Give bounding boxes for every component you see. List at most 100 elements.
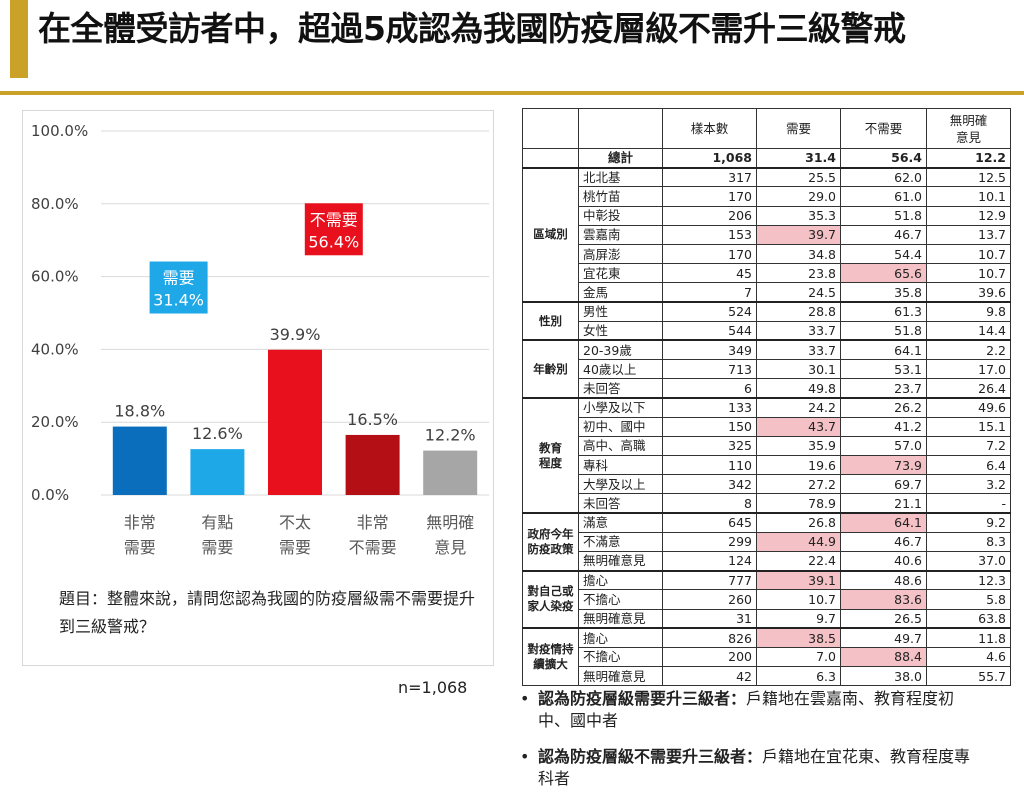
- finding-note: • 認為防疫層級不需要升三級者：戶籍地在宜花東、教育程度專科者: [516, 746, 986, 790]
- need-cell: 26.8: [756, 512, 841, 533]
- no-need-cell: 51.8: [840, 320, 927, 341]
- sample-size-cell: 150: [662, 416, 757, 437]
- table-row: 年齡別 20-39歲 349 33.7 64.1 2.2: [522, 339, 1011, 399]
- bullet-icon: •: [520, 747, 530, 766]
- no-need-cell: 23.7: [840, 378, 927, 399]
- empty-cell: [522, 147, 579, 169]
- y-tick-label: 0.0%: [31, 486, 69, 504]
- sample-size-cell: 110: [662, 454, 757, 476]
- note-text: 戶籍地在雲嘉南、教育程度初中、國中者: [538, 689, 955, 730]
- x-category-label: 需要: [124, 538, 156, 557]
- sample-size-cell: 42: [662, 666, 757, 687]
- no-opinion-cell: 10.7: [926, 263, 1011, 284]
- finding-note: • 認為防疫層級需要升三級者：戶籍地在雲嘉南、教育程度初中、國中者: [516, 688, 986, 732]
- table-row: 專科 110 19.6 73.9 6.4: [523, 454, 1011, 476]
- no-opinion-cell: 12.5: [926, 166, 1011, 188]
- no-need-cell: 26.5: [840, 608, 927, 629]
- sample-size-cell: 206: [662, 205, 757, 226]
- table-row: 桃竹苗 170 29.0 61.0 10.1: [523, 186, 1011, 207]
- x-category-label: 不太: [279, 513, 311, 532]
- x-category-label: 需要: [279, 538, 311, 557]
- table-row: 不滿意 299 44.9 46.7 8.3: [523, 531, 1011, 552]
- note-lead: 認為防疫層級不需要升三級者：: [538, 747, 763, 766]
- y-tick-label: 80.0%: [31, 195, 79, 213]
- subgroup-label: 無明確意見: [578, 666, 663, 687]
- callout-box: [149, 261, 208, 314]
- table-row: 40歲以上 713 30.1 53.1 17.0: [523, 359, 1011, 380]
- no-opinion-cell: 13.7: [926, 224, 1011, 245]
- survey-question: 題目：整體來說，請問您認為我國的防疫層級需不需要提升到三級警戒？: [59, 589, 476, 636]
- table-row: 不擔心 200 7.0 88.4 4.6: [523, 646, 1011, 668]
- no-opinion-cell: 9.8: [926, 300, 1011, 322]
- total-need: 31.4: [756, 147, 841, 169]
- subgroup-label: 無明確意見: [578, 608, 663, 629]
- sample-size-cell: 170: [662, 186, 757, 207]
- sample-size-cell: 45: [662, 263, 757, 284]
- no-opinion-cell: 4.6: [926, 646, 1011, 668]
- bullet-icon: •: [520, 689, 530, 708]
- no-opinion-cell: 10.7: [926, 243, 1011, 265]
- subgroup-label: 北北基: [578, 166, 663, 188]
- no-opinion-cell: 7.2: [926, 435, 1011, 457]
- need-cell: 30.1: [756, 359, 841, 380]
- table-row: 教育 程度 小學及以下 133 24.2 26.2 49.6: [522, 396, 1011, 514]
- column-header: 需要: [756, 108, 841, 149]
- subgroup-label: 桃竹苗: [578, 186, 663, 207]
- total-no-need: 56.4: [840, 147, 927, 169]
- need-cell: 6.3: [756, 666, 841, 687]
- need-cell: 33.7: [756, 320, 841, 341]
- no-opinion-cell: 10.1: [926, 186, 1011, 207]
- sample-size-cell: 713: [662, 359, 757, 380]
- callout-label: 不需要: [310, 210, 358, 229]
- no-need-cell: 88.4: [840, 646, 927, 668]
- sample-size-cell: 826: [662, 627, 757, 648]
- subgroup-label: 不滿意: [578, 531, 663, 552]
- sample-size-cell: 777: [662, 569, 757, 591]
- no-need-cell: 40.6: [840, 550, 927, 572]
- sample-size-cell: 8: [662, 493, 757, 514]
- sample-size-cell: 170: [662, 243, 757, 265]
- no-need-cell: 62.0: [840, 166, 927, 188]
- no-opinion-cell: 5.8: [926, 589, 1011, 610]
- x-category-label: 意見: [434, 538, 466, 557]
- no-opinion-cell: 9.2: [926, 512, 1011, 533]
- column-header: 不需要: [840, 108, 927, 149]
- sample-size-cell: 133: [662, 396, 757, 418]
- no-need-cell: 64.1: [840, 512, 927, 533]
- subgroup-label: 宜花東: [578, 263, 663, 284]
- no-need-cell: 48.6: [840, 569, 927, 591]
- sample-size-cell: 153: [662, 224, 757, 245]
- no-need-cell: 41.2: [840, 416, 927, 437]
- table-row: 不擔心 260 10.7 83.6 5.8: [523, 589, 1011, 610]
- x-category-label: 非常: [357, 513, 389, 532]
- y-tick-label: 60.0%: [31, 268, 79, 286]
- bar: [112, 426, 167, 495]
- subgroup-label: 高中、高職: [578, 435, 663, 457]
- no-opinion-cell: 63.8: [926, 608, 1011, 629]
- need-cell: 10.7: [756, 589, 841, 610]
- need-cell: 49.8: [756, 378, 841, 399]
- need-cell: 27.2: [756, 474, 841, 495]
- table-row: 區域別 北北基 317 25.5 62.0 12.5: [522, 166, 1011, 303]
- column-header: [522, 108, 579, 149]
- note-lead: 認為防疫層級需要升三級者：: [538, 689, 747, 708]
- no-opinion-cell: -: [926, 493, 1011, 514]
- subgroup-label: 滿意: [578, 512, 663, 533]
- no-opinion-cell: 26.4: [926, 378, 1011, 399]
- no-need-cell: 46.7: [840, 531, 927, 552]
- subgroup-label: 男性: [578, 300, 663, 322]
- subgroup-label: 金馬: [578, 282, 663, 303]
- no-opinion-cell: 2.2: [926, 339, 1011, 361]
- x-category-label: 不需要: [349, 538, 397, 557]
- bar: [345, 434, 400, 495]
- x-category-label: 無明確: [426, 513, 474, 532]
- column-header: 樣本數: [662, 108, 757, 149]
- subgroup-label: 小學及以下: [578, 396, 663, 418]
- crosstab-table: 樣本數 需要 不需要 無明確 意見 總計 1,068 31.4 56.4 12.2 區域別 北北基 31…: [522, 108, 1011, 687]
- bar: [423, 450, 478, 495]
- bar-value-label: 12.2%: [425, 426, 476, 445]
- y-tick-label: 20.0%: [31, 413, 79, 431]
- table-row: 高屏澎 170 34.8 54.4 10.7: [523, 243, 1011, 265]
- no-opinion-cell: 8.3: [926, 531, 1011, 552]
- table-row: 金馬 7 24.5 35.8 39.6: [523, 282, 1011, 303]
